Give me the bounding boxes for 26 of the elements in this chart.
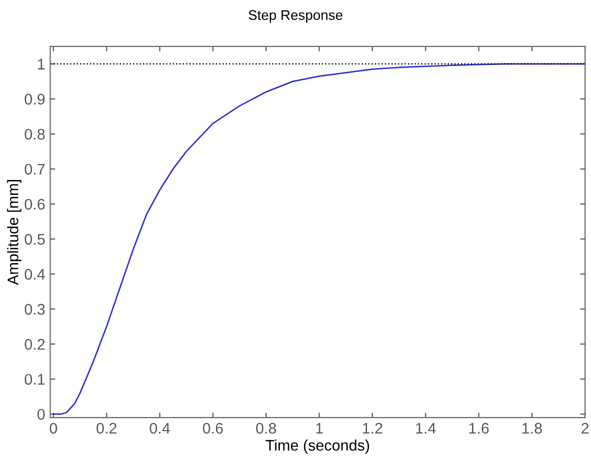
x-tick-label: 1.4 bbox=[416, 423, 436, 434]
y-tick-label: 0.4 bbox=[24, 268, 45, 280]
x-tick-label: 2 bbox=[582, 422, 589, 434]
x-tick-label: 0.6 bbox=[202, 422, 223, 434]
y-tick-label: 0.5 bbox=[24, 234, 45, 245]
x-axis-title: Time (seconds) bbox=[266, 439, 370, 454]
y-tick-label: 0.9 bbox=[24, 94, 45, 105]
y-tick-label: 0.7 bbox=[24, 164, 45, 175]
x-tick-label: 1.6 bbox=[469, 422, 489, 434]
y-tick-label: 0.3 bbox=[24, 304, 45, 315]
y-tick-label: 0.8 bbox=[24, 128, 45, 140]
y-tick-label: 0.6 bbox=[24, 198, 45, 210]
line-series bbox=[52, 63, 586, 415]
y-tick-label: 0.2 bbox=[24, 338, 45, 350]
x-tick-label: 0.8 bbox=[256, 422, 276, 434]
x-tick-label: 0.4 bbox=[150, 422, 170, 434]
x-tick-label: 0 bbox=[50, 422, 58, 434]
y-axis-title: Amplitude [mm] bbox=[7, 180, 22, 286]
x-tick-label: 1 bbox=[316, 423, 323, 434]
chart-title: Step Response bbox=[248, 10, 342, 23]
x-tick-label: 1.8 bbox=[522, 422, 542, 434]
y-tick-label: 0.1 bbox=[24, 374, 45, 385]
x-tick-label: 0.2 bbox=[96, 422, 116, 434]
y-tick-label: 1 bbox=[38, 58, 45, 70]
y-tick-label: 0 bbox=[37, 408, 45, 420]
x-tick-label: 1.2 bbox=[362, 422, 382, 434]
